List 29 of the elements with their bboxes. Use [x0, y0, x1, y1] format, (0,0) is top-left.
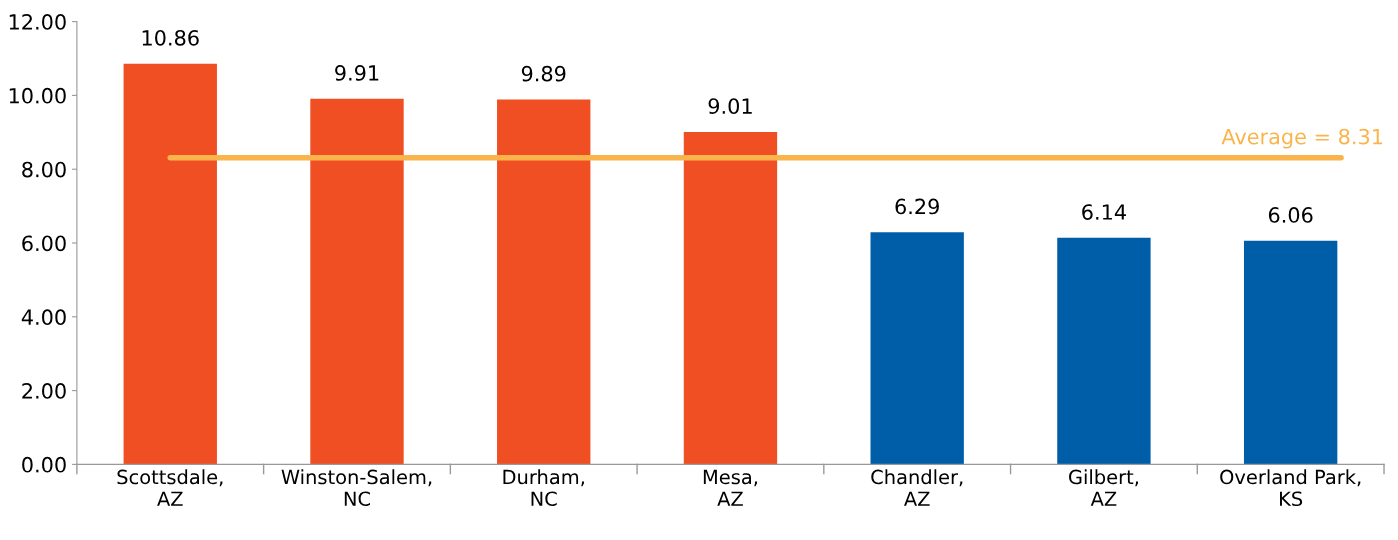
bar	[497, 99, 591, 465]
y-tick-label: 4.00	[21, 309, 66, 326]
y-tick-label: 10.00	[9, 87, 66, 104]
bar	[1243, 240, 1338, 465]
x-tick-label: Chandler, AZ	[871, 469, 963, 506]
data-label: 9.91	[335, 65, 379, 81]
data-label: 6.29	[895, 198, 939, 215]
data-label: 9.01	[708, 98, 752, 115]
y-tick-label: 8.00	[22, 161, 66, 178]
y-tick-label: 6.00	[22, 235, 66, 252]
x-tick-label: Scottsdale, AZ	[117, 469, 223, 506]
y-tick-label: 0.00	[22, 456, 66, 473]
y-tick-label: 12.00	[9, 14, 66, 30]
ref-line-label: Average = 8.31	[1221, 128, 1383, 149]
x-tick-label: Winston-Salem, NC	[281, 469, 432, 507]
data-label: 6.14	[1082, 204, 1126, 220]
data-label: 6.06	[1268, 207, 1313, 223]
y-tick-label: 2.00	[22, 383, 66, 399]
bar	[123, 63, 217, 465]
bar	[683, 131, 778, 465]
x-tick-label: Gilbert, AZ	[1069, 469, 1139, 506]
x-tick-label: Overland Park, KS	[1220, 469, 1361, 507]
bar	[310, 98, 404, 465]
x-tick-label: Mesa, AZ	[703, 469, 758, 506]
bar	[1057, 237, 1151, 465]
data-label: 10.86	[142, 29, 199, 46]
x-tick-label: Durham, NC	[503, 469, 584, 507]
bar	[870, 232, 964, 465]
data-label: 9.89	[521, 65, 566, 82]
